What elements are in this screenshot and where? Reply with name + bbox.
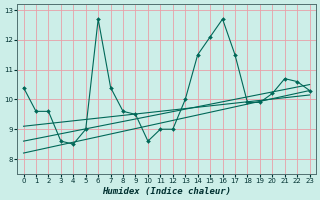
X-axis label: Humidex (Indice chaleur): Humidex (Indice chaleur) bbox=[102, 187, 231, 196]
